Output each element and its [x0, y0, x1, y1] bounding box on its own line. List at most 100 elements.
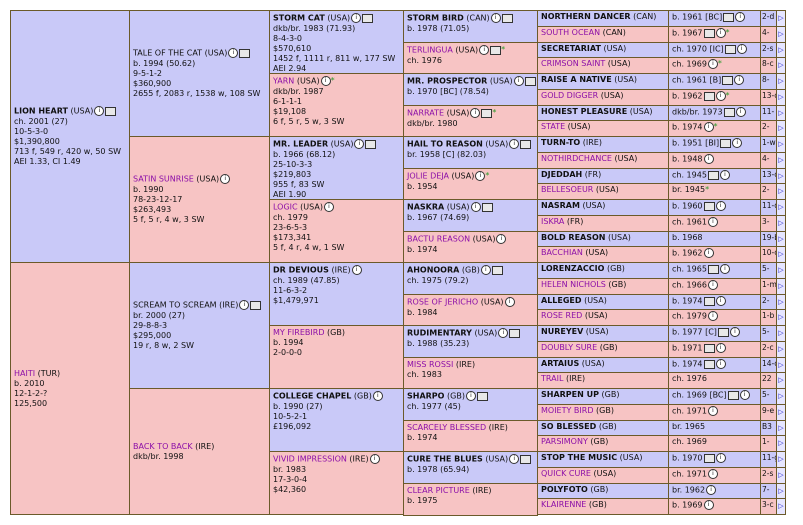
horse-name-link[interactable]: STORM BIRD	[407, 13, 464, 23]
info-icon[interactable]: i	[715, 201, 726, 211]
expand-arrow-icon[interactable]: ▷	[776, 215, 786, 232]
horse-name-link[interactable]: NASKRA	[407, 202, 445, 212]
horse-name-link[interactable]: ROSE RED	[541, 311, 583, 320]
photo-icon[interactable]	[722, 75, 734, 85]
info-icon[interactable]: i	[703, 154, 714, 164]
horse-name-link[interactable]: BACTU REASON	[407, 234, 471, 244]
horse-name-link[interactable]: SO BLESSED	[541, 422, 597, 431]
expand-arrow-icon[interactable]: ▷	[776, 136, 786, 153]
expand-arrow-icon[interactable]: ▷	[776, 183, 786, 200]
photo-icon[interactable]	[703, 201, 715, 211]
info-icon[interactable]: i	[735, 12, 746, 22]
photo-icon[interactable]	[720, 138, 732, 148]
photo-icon[interactable]	[717, 327, 729, 337]
horse-name-link[interactable]: HAIL TO REASON	[407, 139, 483, 149]
photo-icon[interactable]	[476, 391, 488, 401]
info-icon[interactable]: i	[490, 13, 501, 23]
info-icon[interactable]: i	[475, 171, 486, 181]
horse-name-link[interactable]: POLYFOTO	[541, 485, 588, 494]
photo-icon[interactable]	[723, 12, 735, 22]
horse-name-link[interactable]: SHARPEN UP	[541, 390, 599, 399]
horse-name-link[interactable]: STATE	[541, 122, 566, 131]
horse-name-link[interactable]: ARTAIUS	[541, 359, 580, 368]
info-icon[interactable]: i	[239, 300, 250, 311]
expand-arrow-icon[interactable]: ▷	[776, 498, 786, 515]
horse-name-link[interactable]: ROSE OF JERICHO	[407, 297, 479, 307]
expand-arrow-icon[interactable]: ▷	[776, 404, 786, 421]
expand-arrow-icon[interactable]: ▷	[776, 120, 786, 137]
expand-arrow-icon[interactable]: ▷	[776, 278, 786, 295]
horse-name-link[interactable]: QUICK CURE	[541, 469, 591, 478]
expand-arrow-icon[interactable]: ▷	[776, 199, 786, 216]
info-icon[interactable]: i	[509, 139, 520, 149]
info-icon[interactable]: i	[729, 327, 740, 337]
info-icon[interactable]: i	[479, 45, 490, 55]
horse-name-link[interactable]: HONEST PLEASURE	[541, 107, 628, 116]
horse-name-link[interactable]: MR. LEADER	[273, 139, 329, 149]
expand-arrow-icon[interactable]: ▷	[776, 388, 786, 405]
horse-name-link[interactable]: YARN	[273, 76, 295, 86]
horse-name-link[interactable]: LION HEART	[14, 106, 68, 116]
info-icon[interactable]: i	[732, 138, 743, 148]
horse-name-link[interactable]: SHARPO	[407, 391, 445, 401]
horse-name-link[interactable]: DOUBLY SURE	[541, 343, 598, 352]
horse-name-link[interactable]: TURN-TO	[541, 138, 581, 147]
expand-arrow-icon[interactable]: ▷	[776, 467, 786, 484]
info-icon[interactable]: i	[323, 202, 334, 212]
info-icon[interactable]: i	[513, 76, 524, 86]
photo-icon[interactable]	[250, 300, 262, 310]
photo-icon[interactable]	[491, 265, 503, 275]
horse-name-link[interactable]: CRIMSON SAINT	[541, 59, 606, 68]
horse-name-link[interactable]: HELEN NICHOLS	[541, 280, 606, 289]
info-icon[interactable]: i	[470, 108, 481, 118]
horse-name-link[interactable]: CURE THE BLUES	[407, 454, 483, 464]
horse-name-link[interactable]: HAITI	[14, 368, 36, 378]
photo-icon[interactable]	[524, 76, 536, 86]
info-icon[interactable]: i	[735, 107, 746, 117]
horse-name-link[interactable]: SCARCELY BLESSED	[407, 423, 487, 432]
expand-arrow-icon[interactable]: ▷	[776, 73, 786, 90]
info-icon[interactable]: i	[465, 391, 476, 401]
horse-name-link[interactable]: CLEAR PICTURE	[407, 486, 470, 495]
horse-name-link[interactable]: COLLEGE CHAPEL	[273, 391, 352, 401]
photo-icon[interactable]	[703, 91, 715, 101]
expand-arrow-icon[interactable]: ▷	[776, 372, 786, 389]
horse-name-link[interactable]: ALLEGED	[541, 296, 582, 305]
photo-icon[interactable]	[365, 139, 377, 149]
info-icon[interactable]: i	[715, 453, 726, 463]
photo-icon[interactable]	[362, 13, 374, 23]
photo-icon[interactable]	[707, 264, 719, 274]
info-icon[interactable]: i	[228, 48, 239, 59]
info-icon[interactable]: i	[220, 174, 231, 185]
info-icon[interactable]: i	[354, 139, 365, 149]
expand-arrow-icon[interactable]: ▷	[776, 26, 786, 43]
horse-name-link[interactable]: BACCHIAN	[541, 248, 583, 257]
info-icon[interactable]: i	[739, 390, 750, 400]
horse-name-link[interactable]: SOUTH OCEAN	[541, 28, 601, 37]
horse-name-link[interactable]: TALE OF THE CAT	[133, 48, 203, 58]
info-icon[interactable]: i	[94, 106, 105, 117]
info-icon[interactable]: i	[719, 264, 730, 274]
info-icon[interactable]: i	[372, 391, 383, 401]
photo-icon[interactable]	[703, 343, 715, 353]
info-icon[interactable]: i	[707, 217, 718, 227]
info-icon[interactable]: i	[707, 280, 718, 290]
photo-icon[interactable]	[723, 107, 735, 117]
info-icon[interactable]: i	[504, 297, 515, 307]
horse-name-link[interactable]: MR. PROSPECTOR	[407, 76, 488, 86]
photo-icon[interactable]	[703, 453, 715, 463]
horse-name-link[interactable]: NARRATE	[407, 108, 445, 118]
horse-name-link[interactable]: MISS ROSSI	[407, 360, 454, 369]
info-icon[interactable]: i	[707, 59, 718, 69]
horse-name-link[interactable]: RAISE A NATIVE	[541, 75, 612, 84]
info-icon[interactable]: i	[496, 234, 507, 244]
expand-arrow-icon[interactable]: ▷	[776, 325, 786, 342]
horse-name-link[interactable]: KLAIRENNE	[541, 500, 587, 509]
info-icon[interactable]: i	[707, 311, 718, 321]
info-icon[interactable]: i	[734, 75, 745, 85]
horse-name-link[interactable]: MOIETY BIRD	[541, 406, 594, 415]
expand-arrow-icon[interactable]: ▷	[776, 341, 786, 358]
info-icon[interactable]: i	[715, 28, 726, 38]
horse-name-link[interactable]: SECRETARIAT	[541, 44, 601, 53]
photo-icon[interactable]	[703, 359, 715, 369]
